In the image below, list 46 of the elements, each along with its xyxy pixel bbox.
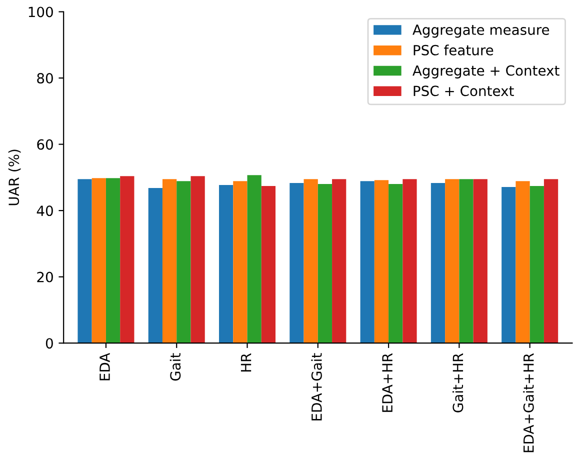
legend-label: PSC + Context	[414, 86, 514, 96]
bar	[190, 176, 205, 344]
bar	[162, 179, 177, 344]
legend-label: PSC feature	[414, 44, 494, 56]
bar	[148, 188, 162, 344]
y-axis-title: UAR (%)	[8, 150, 21, 206]
bar	[332, 179, 346, 344]
y-tick-label: 20	[37, 272, 53, 282]
bar	[360, 181, 374, 344]
bar	[516, 181, 530, 344]
y-tick-label: 40	[36, 206, 53, 216]
x-tick-label: EDA+Gait+HR	[523, 353, 534, 452]
x-tick-label: Gait	[170, 353, 181, 381]
y-tick-label: 60	[37, 139, 53, 150]
bar	[290, 183, 304, 344]
bar	[473, 179, 488, 344]
y-tick-label: 80	[37, 72, 53, 84]
legend-label: Aggregate + Context	[412, 65, 560, 78]
bar	[176, 181, 191, 344]
bar	[388, 184, 403, 344]
bar	[120, 176, 134, 344]
bar	[459, 179, 474, 344]
x-tick-label: EDA	[100, 352, 110, 380]
y-tick-label: 0	[46, 338, 53, 349]
bar	[374, 180, 389, 344]
bar	[318, 184, 332, 344]
x-tick-label: Gait+HR	[452, 353, 464, 412]
x-tick-label: EDA+HR	[382, 353, 392, 412]
bar	[445, 179, 460, 344]
x-tick-label: HR	[240, 353, 252, 372]
y-tick-label: 100	[28, 6, 53, 18]
x-tick-label: EDA+Gait	[311, 353, 322, 420]
bar	[78, 179, 92, 344]
bar	[106, 178, 120, 344]
bar	[247, 175, 262, 344]
legend-label: Aggregate measure	[412, 24, 550, 38]
bar	[544, 179, 558, 344]
bar	[530, 186, 544, 344]
bar	[402, 179, 417, 344]
bar	[430, 183, 446, 344]
bar	[261, 186, 276, 344]
bar	[502, 187, 516, 344]
bar	[304, 179, 318, 344]
bar	[92, 178, 106, 344]
bar	[233, 181, 248, 344]
bar	[219, 185, 234, 344]
